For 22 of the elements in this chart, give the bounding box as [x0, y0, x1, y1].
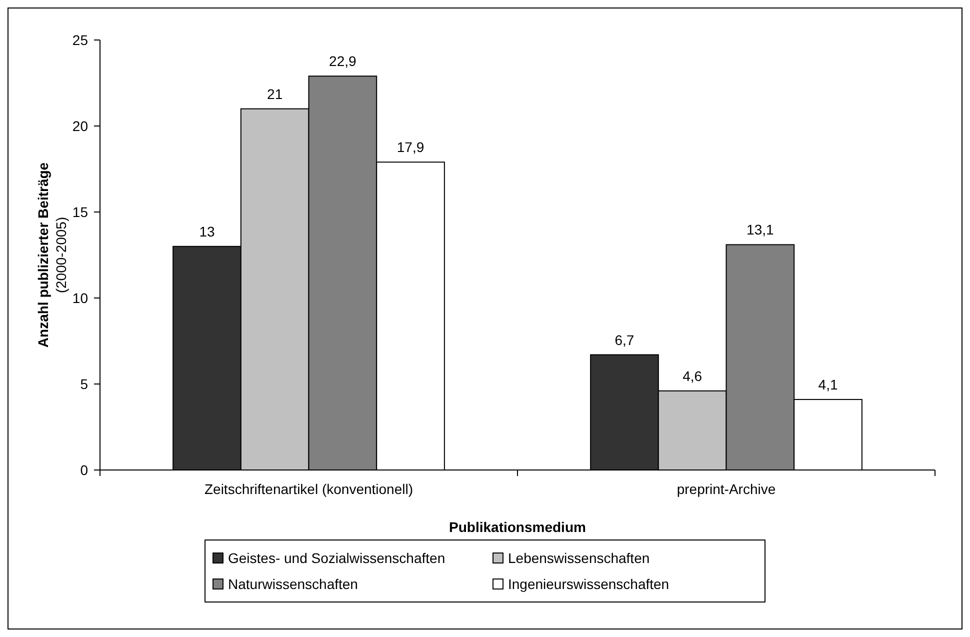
legend-label: Lebenswissenschaften: [508, 550, 650, 566]
legend-label: Ingenieurswissenschaften: [508, 576, 670, 592]
legend-label: Naturwissenschaften: [228, 576, 358, 592]
y-tick-label: 20: [72, 118, 88, 134]
y-axis-title: Anzahl publizierter Beiträge (2000-2005): [35, 162, 69, 348]
data-label: 22,9: [329, 53, 357, 70]
data-label: 13: [199, 223, 215, 240]
x-axis-title: Publikationsmedium: [449, 519, 586, 535]
x-tick-label: Zeitschriftenartikel (konventionell): [204, 481, 414, 497]
y-tick-label: 10: [72, 290, 88, 306]
legend-label: Geistes- und Sozialwissenschaften: [228, 550, 446, 566]
y-tick-label: 15: [72, 204, 88, 220]
data-label: 4,1: [818, 376, 838, 392]
x-tick-label: preprint-Archive: [676, 481, 776, 497]
data-label: 13,1: [746, 222, 774, 238]
data-label: 4,6: [682, 368, 702, 384]
data-label: 6,7: [614, 332, 634, 348]
data-label: 17,9: [396, 139, 424, 156]
y-tick-label: 25: [72, 32, 88, 48]
y-tick-label: 0: [80, 462, 88, 478]
y-tick-label: 5: [80, 376, 88, 392]
data-label: 21: [267, 86, 283, 102]
